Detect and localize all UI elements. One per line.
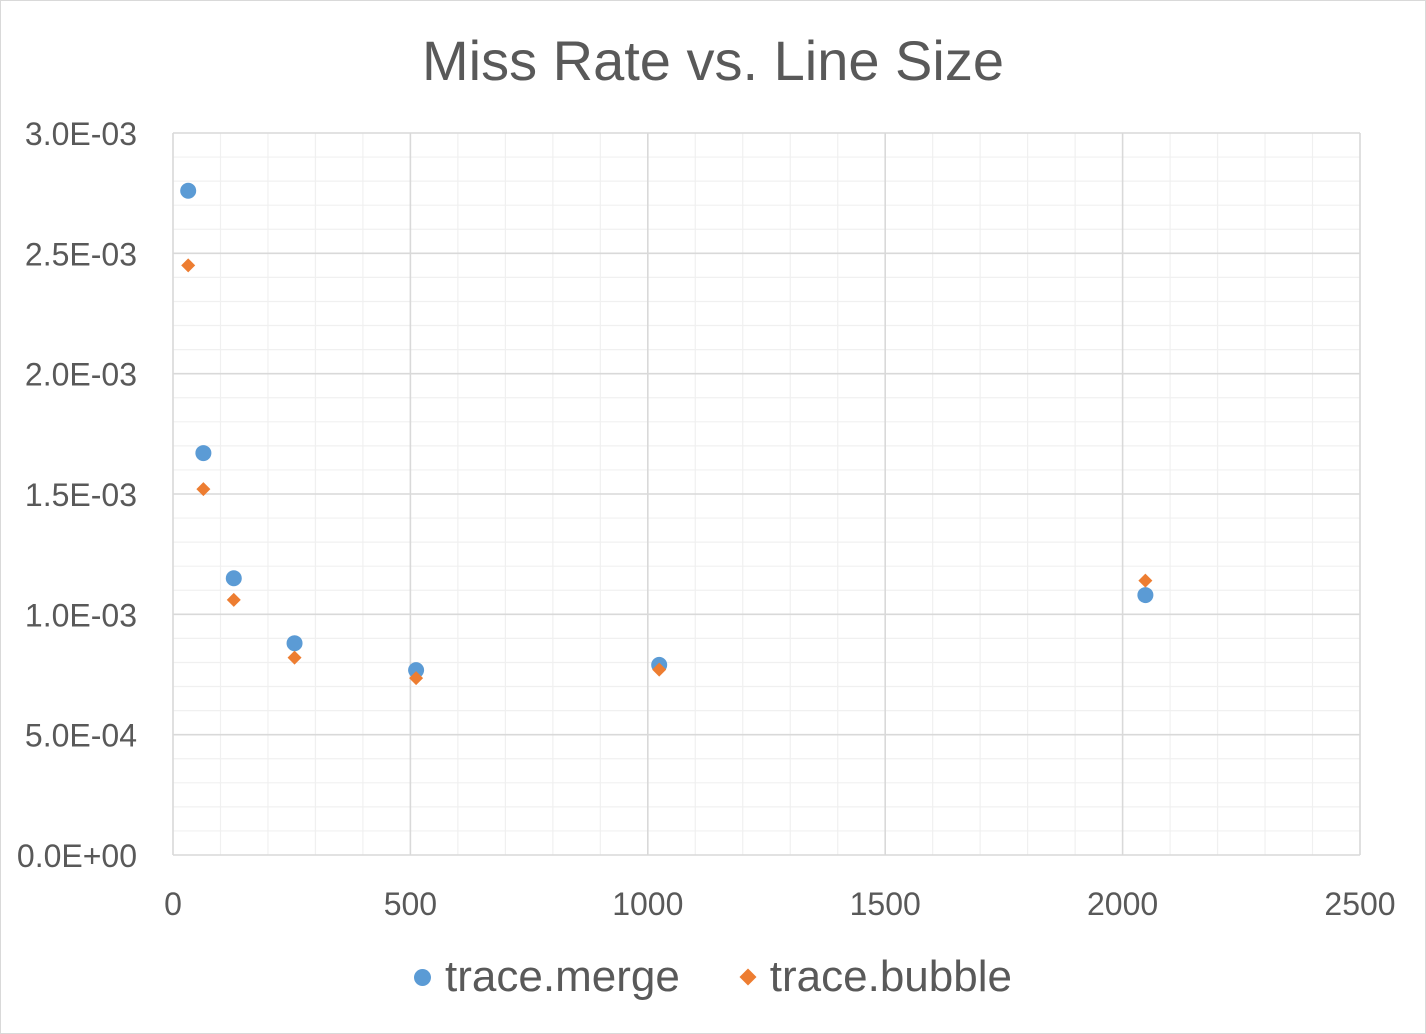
x-tick-label: 500: [384, 886, 437, 922]
data-point-trace-merge: [180, 182, 197, 199]
data-point-trace-merge: [286, 635, 303, 652]
y-tick-label: 2.0E-03: [25, 357, 137, 393]
legend-item-trace-bubble: trace.bubble: [739, 952, 1012, 1002]
legend-label: trace.bubble: [769, 952, 1012, 1001]
x-axis-tick-labels: 0 500 1000 1500 2000 2500: [164, 886, 1395, 922]
y-tick-label: 3.0E-03: [25, 116, 137, 152]
x-tick-label: 0: [164, 886, 182, 922]
x-tick-label: 2000: [1087, 886, 1158, 922]
y-tick-label: 0.0E+00: [17, 838, 137, 874]
data-point-trace-bubble: [196, 482, 211, 497]
legend: trace.merge trace.bubble: [0, 952, 1426, 1002]
y-tick-label: 1.0E-03: [25, 597, 137, 633]
x-tick-label: 1000: [612, 886, 683, 922]
data-point-trace-bubble: [652, 662, 667, 677]
data-point-trace-merge: [225, 570, 242, 587]
data-point-trace-bubble: [1138, 573, 1153, 588]
x-tick-label: 2500: [1324, 886, 1395, 922]
data-point-trace-merge: [1137, 587, 1154, 604]
chart-title: Miss Rate vs. Line Size: [422, 29, 1004, 92]
data-point-trace-bubble: [226, 592, 241, 607]
data-point-trace-bubble: [287, 650, 302, 665]
y-axis-tick-labels: 0.0E+00 5.0E-04 1.0E-03 1.5E-03 2.0E-03 2.5E-…: [17, 116, 137, 874]
data-points: [180, 182, 1154, 686]
y-tick-label: 2.5E-03: [25, 236, 137, 272]
legend-label: trace.merge: [445, 952, 680, 1001]
diamond-marker-icon: [739, 968, 757, 986]
data-point-trace-bubble: [409, 671, 424, 686]
major-gridlines: [172, 132, 1361, 856]
x-tick-label: 1500: [850, 886, 921, 922]
data-point-trace-merge: [195, 445, 212, 462]
legend-item-trace-merge: trace.merge: [414, 952, 680, 1002]
circle-marker-icon: [414, 968, 432, 986]
data-point-trace-merge: [408, 662, 425, 679]
y-tick-label: 5.0E-04: [25, 718, 137, 754]
data-point-trace-bubble: [181, 258, 196, 273]
y-tick-label: 1.5E-03: [25, 477, 137, 513]
